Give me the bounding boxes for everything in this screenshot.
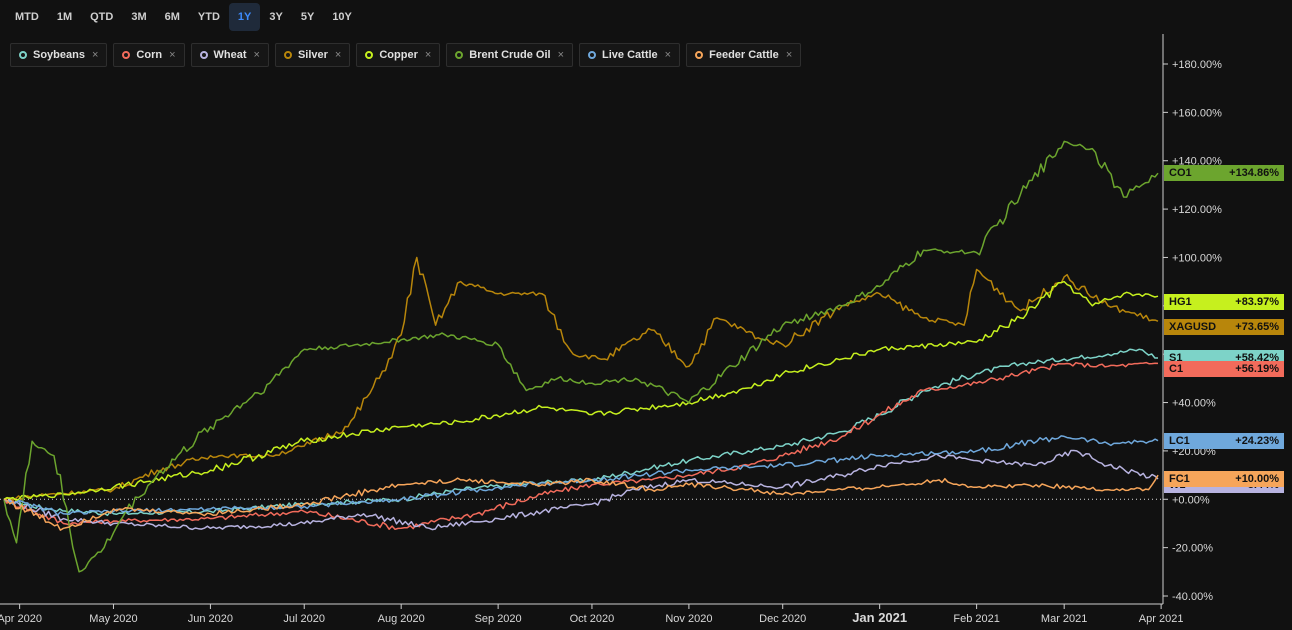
x-tick-label: Nov 2020 xyxy=(665,613,712,625)
remove-series-icon[interactable]: × xyxy=(169,49,176,61)
tag-ticker: XAGUSD xyxy=(1169,321,1217,334)
series-line-w1 xyxy=(3,449,1159,531)
x-tick-label: Apr 2021 xyxy=(1139,613,1184,625)
range-button-1y[interactable]: 1Y xyxy=(228,3,261,31)
x-tick-label: Oct 2020 xyxy=(570,613,615,625)
legend-label: Live Cattle xyxy=(602,49,658,61)
remove-series-icon[interactable]: × xyxy=(557,49,565,61)
legend-label: Soybeans xyxy=(33,49,85,61)
y-tick-label: +160.00% xyxy=(1172,107,1222,119)
x-tick-label: Mar 2021 xyxy=(1041,613,1087,625)
y-tick-label: +140.00% xyxy=(1172,156,1222,168)
tag-value: +56.19% xyxy=(1235,363,1279,376)
legend-label: Silver xyxy=(297,49,328,61)
x-tick-label: Sep 2020 xyxy=(475,613,522,625)
legend-swatch-icon xyxy=(19,51,27,59)
tag-ticker: FC1 xyxy=(1169,473,1190,486)
legend-chip[interactable]: Corn × xyxy=(113,43,185,67)
y-tick-label: +100.00% xyxy=(1172,252,1222,264)
series-line-fc1 xyxy=(3,474,1159,531)
legend-chip[interactable]: Soybeans × xyxy=(10,43,108,67)
legend-swatch-icon xyxy=(199,51,208,59)
last-value-tag: HG1 +83.97% xyxy=(1164,294,1284,311)
remove-series-icon[interactable]: × xyxy=(253,49,260,61)
last-value-tag: FC1 +10.00% xyxy=(1164,471,1284,488)
tag-value: +83.97% xyxy=(1235,296,1279,309)
tag-ticker: C1 xyxy=(1169,363,1184,376)
legend-label: Corn xyxy=(136,49,163,61)
time-range-toolbar: MTD 1M QTD 3M 6M YTD 1Y 3Y 5Y 10Y xyxy=(0,0,1292,34)
tag-ticker: CO1 xyxy=(1169,167,1192,180)
legend-swatch-icon xyxy=(455,51,464,59)
legend-label: Wheat xyxy=(213,49,247,61)
remove-series-icon[interactable]: × xyxy=(91,49,99,61)
tag-ticker: HG1 xyxy=(1169,296,1192,309)
series-line-c1 xyxy=(3,361,1159,531)
remove-series-icon[interactable]: × xyxy=(334,49,342,61)
tag-value: +24.23% xyxy=(1235,434,1279,447)
x-tick-label: May 2020 xyxy=(89,613,137,625)
remove-series-icon[interactable]: × xyxy=(424,49,432,61)
legend-chip[interactable]: Feeder Cattle × xyxy=(686,43,802,67)
last-value-tag: LC1 +24.23% xyxy=(1164,432,1284,449)
legend-label: Brent Crude Oil xyxy=(469,49,551,61)
legend-swatch-icon xyxy=(122,51,131,59)
legend-chip[interactable]: Live Cattle × xyxy=(579,43,681,67)
range-button-mtd[interactable]: MTD xyxy=(15,11,39,23)
x-tick-label: Jun 2020 xyxy=(188,613,233,625)
range-button-qtd[interactable]: QTD xyxy=(90,11,114,23)
range-button-3y[interactable]: 3Y xyxy=(269,11,283,23)
tag-value: +58.42% xyxy=(1235,352,1279,364)
legend-label: Copper xyxy=(379,49,418,61)
legend-label: Feeder Cattle xyxy=(709,49,779,61)
legend-chip[interactable]: Brent Crude Oil × xyxy=(446,43,574,67)
range-button-3m[interactable]: 3M xyxy=(131,11,147,23)
tag-ticker: S1 xyxy=(1169,352,1183,364)
legend-swatch-icon xyxy=(695,51,704,59)
series-line-co1 xyxy=(3,140,1159,573)
legend-chip[interactable]: Wheat × xyxy=(190,43,269,67)
x-tick-label: Feb 2021 xyxy=(953,613,999,625)
last-value-tag: XAGUSD +73.65% xyxy=(1164,319,1284,336)
remove-series-icon[interactable]: × xyxy=(785,49,793,61)
tag-ticker: LC1 xyxy=(1169,434,1190,447)
range-button-1m[interactable]: 1M xyxy=(56,11,73,23)
x-tick-label: Dec 2020 xyxy=(759,613,806,625)
range-button-10y[interactable]: 10Y xyxy=(332,11,352,23)
y-tick-label: +120.00% xyxy=(1172,204,1222,216)
y-tick-label: +0.00% xyxy=(1172,494,1210,506)
remove-series-icon[interactable]: × xyxy=(664,49,672,61)
x-tick-label: Aug 2020 xyxy=(378,613,425,625)
legend-chip[interactable]: Silver × xyxy=(274,43,351,67)
last-value-tag: CO1 +134.86% xyxy=(1164,165,1284,182)
range-button-ytd[interactable]: YTD xyxy=(197,11,220,23)
y-tick-label: -40.00% xyxy=(1172,591,1213,603)
legend-swatch-icon xyxy=(283,51,292,59)
x-tick-label: Jul 2020 xyxy=(283,613,325,625)
tag-value: +10.00% xyxy=(1235,473,1279,486)
x-tick-label: Apr 2020 xyxy=(0,613,42,625)
legend-swatch-icon xyxy=(588,51,597,59)
tag-value: +134.86% xyxy=(1229,167,1279,180)
last-value-tag: C1 +56.19% xyxy=(1164,361,1284,378)
x-tick-label: Jan 2021 xyxy=(852,610,907,625)
series-line-hg1 xyxy=(3,280,1159,501)
series-line-xagusd xyxy=(3,256,1159,501)
y-tick-label: -20.00% xyxy=(1172,543,1213,555)
y-tick-label: +40.00% xyxy=(1172,398,1216,410)
range-button-5y[interactable]: 5Y xyxy=(300,11,315,23)
series-line-s1 xyxy=(3,348,1158,517)
series-line-lc1 xyxy=(3,435,1159,516)
range-button-6m[interactable]: 6M xyxy=(164,11,180,23)
legend-chip[interactable]: Copper × xyxy=(356,43,441,67)
y-tick-label: +180.00% xyxy=(1172,59,1222,71)
y-tick-label: +20.00% xyxy=(1172,446,1216,458)
tag-value: +73.65% xyxy=(1235,321,1279,334)
legend-swatch-icon xyxy=(365,51,374,59)
series-legend: Soybeans × Corn × Wheat × Silver × Copper × Brent … xyxy=(10,43,802,67)
